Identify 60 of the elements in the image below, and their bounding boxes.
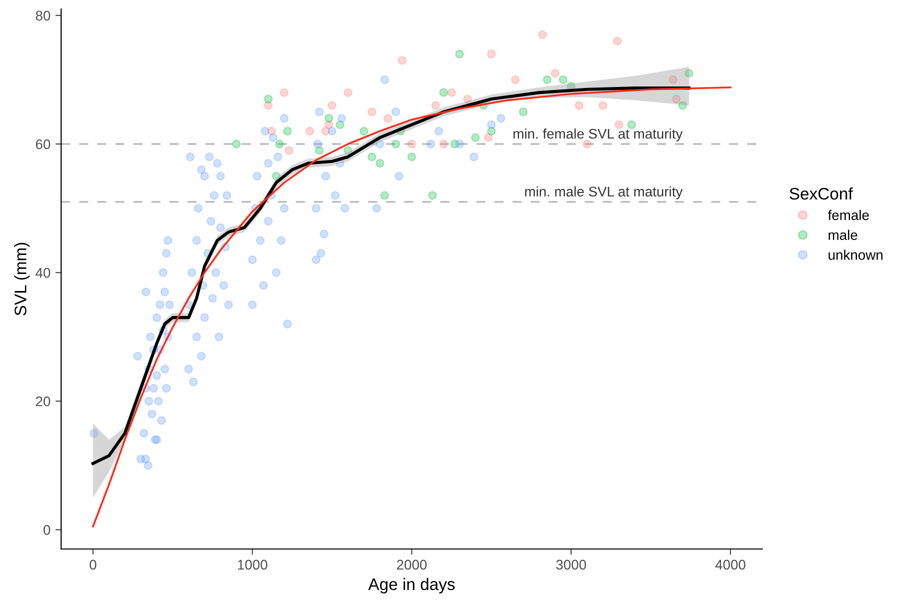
legend-title: SexConf: [790, 187, 853, 200]
point: [447, 88, 456, 97]
x-tick-label: 0: [90, 560, 96, 570]
y-tick-label: 20: [36, 396, 50, 406]
point: [510, 75, 520, 84]
point: [232, 140, 241, 148]
point: [324, 114, 334, 123]
point: [542, 75, 552, 84]
ref-line-label: min. female SVL at maturity: [514, 128, 683, 142]
point: [407, 152, 416, 162]
y-tick-label: 0: [44, 525, 50, 535]
point: [484, 133, 493, 142]
point: [538, 30, 547, 40]
point: [614, 120, 624, 130]
line-series: [92, 86, 732, 528]
point: [455, 50, 464, 58]
point: [275, 140, 284, 148]
point: [398, 56, 407, 65]
point: [518, 108, 528, 116]
ref-line-label: min. male SVL at maturity: [525, 186, 683, 200]
legend-label: unknown: [828, 250, 882, 260]
point: [471, 133, 480, 142]
point: [407, 140, 416, 148]
legend-label: female: [828, 210, 869, 220]
legend-label: male: [828, 230, 858, 240]
y-tick-label: 40: [36, 268, 50, 278]
x-tick-label: 3000: [556, 560, 586, 570]
point: [360, 126, 368, 136]
point: [612, 36, 622, 46]
x-tick-label: 4000: [715, 560, 746, 570]
point: [305, 126, 314, 136]
point: [383, 114, 392, 123]
x-axis-title: Age in days: [368, 578, 455, 594]
y-axis-title: SVL (mm): [14, 242, 30, 316]
point: [328, 101, 336, 110]
point: [391, 140, 400, 148]
point: [368, 152, 376, 162]
point: [598, 101, 608, 110]
point: [264, 94, 273, 104]
point: [431, 101, 440, 110]
point: [582, 140, 592, 148]
point: [627, 120, 636, 130]
point: [487, 50, 496, 58]
point: [439, 88, 448, 97]
point: [368, 108, 376, 116]
y-tick-label: 80: [36, 10, 50, 21]
point: [344, 88, 352, 97]
point: [574, 101, 584, 110]
point: [439, 140, 448, 148]
point: [280, 88, 289, 97]
y-tick-label: 60: [36, 139, 50, 150]
point: [380, 191, 390, 200]
point: [558, 75, 568, 84]
point: [284, 146, 294, 155]
x-tick-label: 1000: [238, 560, 268, 570]
point: [550, 68, 560, 78]
point: [283, 126, 292, 136]
point: [428, 191, 437, 200]
x-tick-label: 2000: [396, 560, 427, 570]
point: [376, 158, 384, 168]
